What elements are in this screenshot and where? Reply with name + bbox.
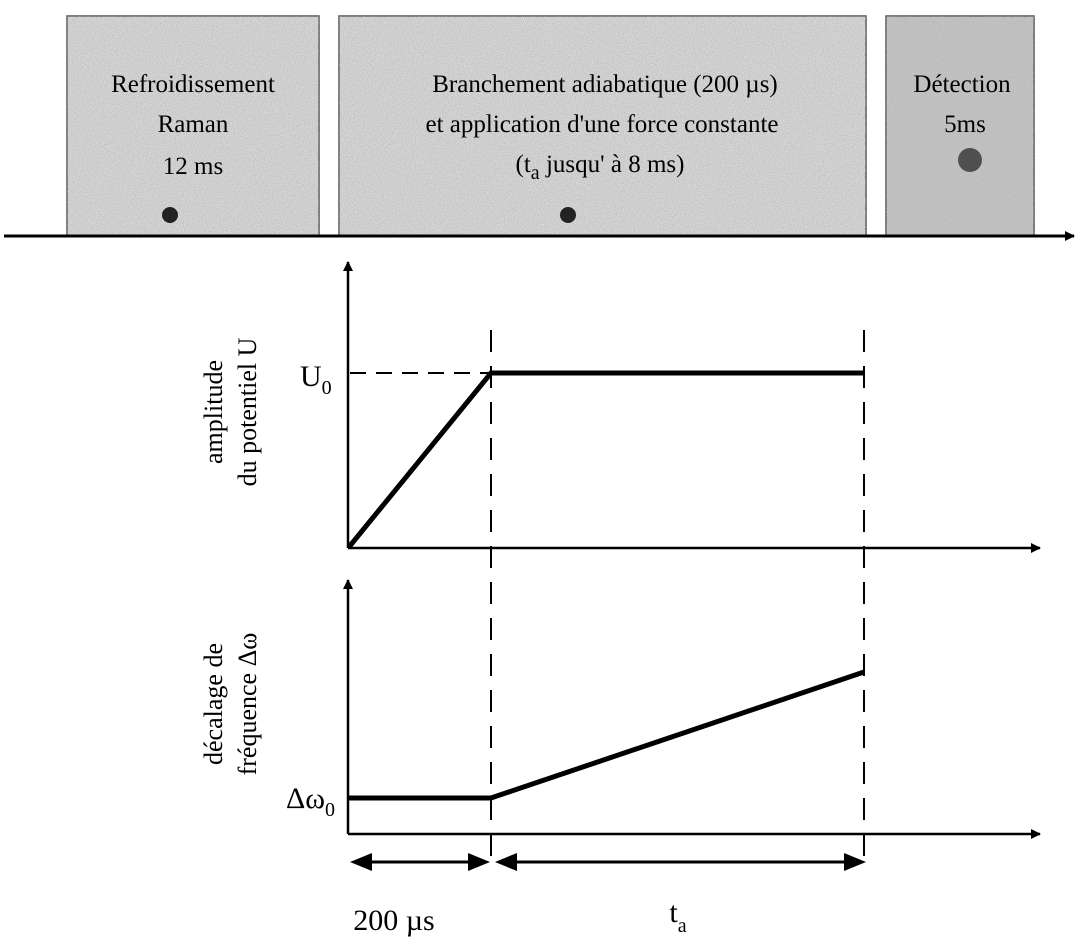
stage-detection-line1: Détection [913, 71, 1011, 98]
stage-branching-line1: Branchement adiabatique (200 µs) [432, 71, 778, 98]
amplitude-curve [347, 370, 864, 549]
plot-frequency: Δω0 décalage de fréquence Δω [199, 579, 1041, 839]
y-axis-label-line2: fréquence Δω [233, 633, 262, 776]
stage-branching-line2: et application d'une force constante [426, 111, 779, 138]
duration-label-first: 200 µs [353, 904, 434, 937]
duration-arrow-second [495, 853, 866, 871]
stage-detection-line2: 5ms [944, 111, 986, 138]
duration-label-second: ta [669, 896, 686, 937]
cloud-dot [560, 207, 576, 223]
y-axis-label-line2: du potentiel U [233, 337, 262, 486]
stage-box-detection: Détection 5ms [885, 15, 1035, 237]
cloud-dot [162, 207, 178, 223]
frequency-curve [349, 669, 865, 801]
stage-box-branching: Branchement adiabatique (200 µs) et appl… [338, 15, 867, 237]
y-axis-label-line1: amplitude [199, 360, 228, 464]
duration-arrow-first [350, 853, 490, 871]
stage-cooling-line1: Refroidissement [111, 71, 275, 98]
stage-cooling-line3: 12 ms [163, 153, 223, 180]
stage-box-cooling: Refroidissement Raman 12 ms [66, 15, 320, 237]
stage-branching-line3: (ta jusqu' à 8 ms) [516, 151, 685, 184]
level-label: Δω0 [286, 782, 335, 821]
y-axis-label-line1: décalage de [199, 643, 228, 765]
stage-cooling-line2: Raman [158, 111, 229, 138]
plot-amplitude: U0 amplitude du potentiel U [199, 261, 1041, 553]
level-label: U0 [300, 360, 332, 399]
cloud-dot [958, 148, 982, 172]
